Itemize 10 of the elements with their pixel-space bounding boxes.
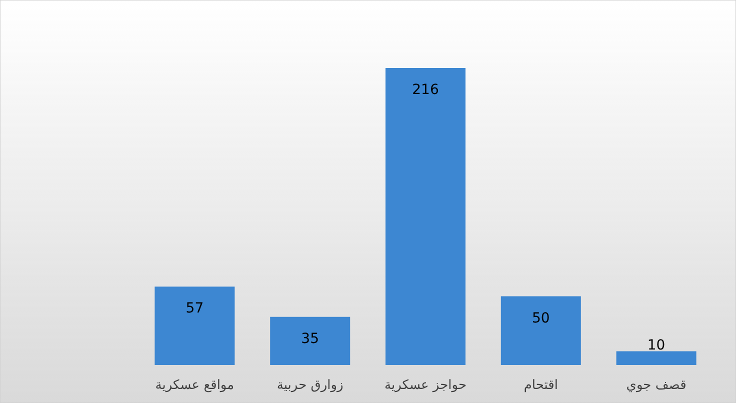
x-tick-label: زوارق حربية — [276, 378, 344, 393]
data-label: 50 — [532, 310, 550, 326]
data-label: 35 — [301, 330, 320, 347]
data-label: 57 — [186, 300, 204, 317]
x-tick-label: مواقع عسكرية — [155, 378, 234, 393]
x-tick-label: حواجز عسكرية — [384, 378, 466, 393]
x-tick-label: قصف جوي — [626, 378, 686, 393]
x-tick-label: اقتحام — [524, 378, 558, 393]
data-label: 10 — [647, 337, 666, 354]
data-label: 216 — [412, 82, 439, 98]
